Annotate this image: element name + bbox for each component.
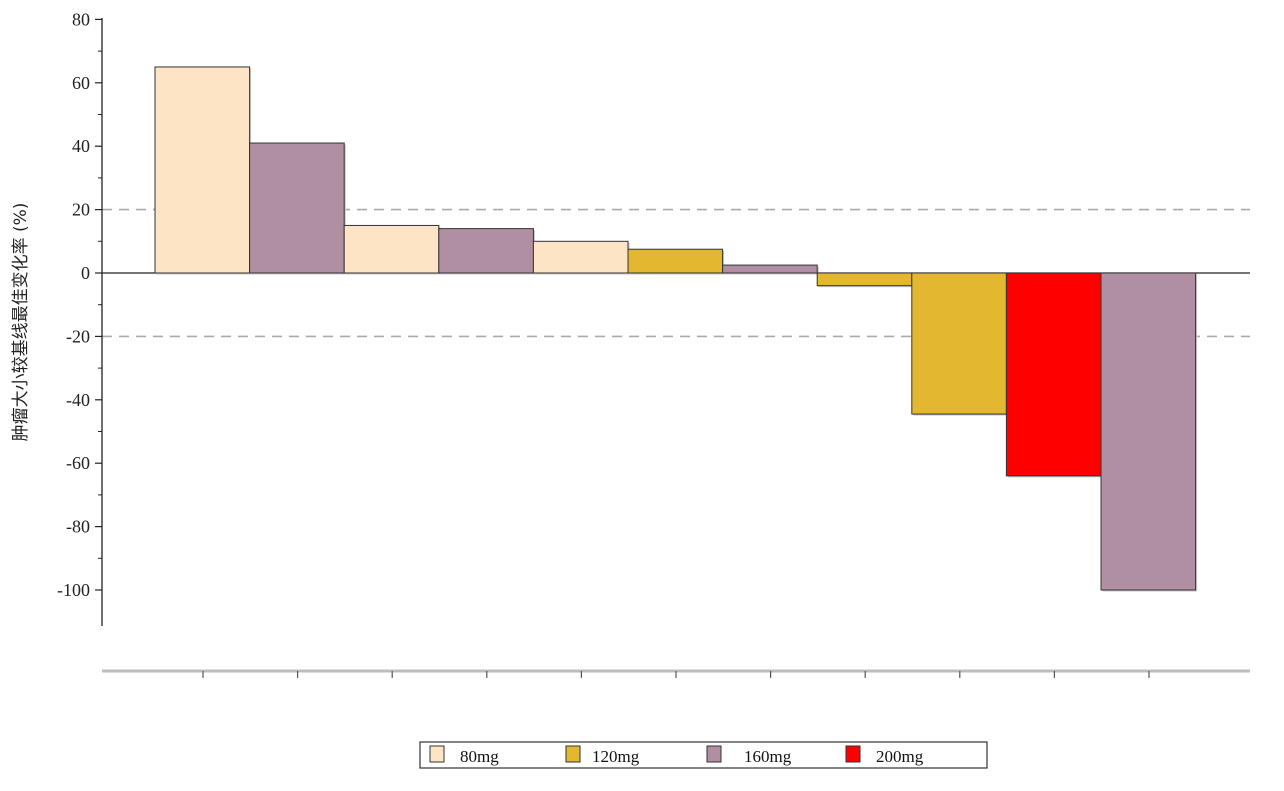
legend-swatch bbox=[565, 745, 581, 763]
bar bbox=[722, 264, 818, 274]
legend-swatch bbox=[706, 745, 722, 763]
bar bbox=[343, 224, 440, 274]
bar bbox=[438, 228, 534, 274]
y-tick-label: -40 bbox=[66, 390, 90, 410]
x-axis bbox=[102, 669, 1250, 678]
bar bbox=[1005, 272, 1102, 477]
legend-swatch bbox=[845, 745, 861, 763]
y-axis-label: 肿瘤大小较基线最佳变化率 (%) bbox=[11, 203, 31, 442]
y-tick-label: -20 bbox=[66, 326, 90, 346]
y-axis: 80 60 40 20 0 -20 -40 -60 -80 -100 bbox=[57, 9, 103, 626]
legend-swatch bbox=[429, 745, 445, 763]
bar bbox=[532, 240, 629, 274]
bar bbox=[249, 142, 345, 274]
y-tick-label: 20 bbox=[72, 200, 90, 220]
y-tick-label: 0 bbox=[81, 263, 90, 283]
y-tick-label: -100 bbox=[57, 580, 90, 600]
y-tick-label: 80 bbox=[72, 9, 90, 29]
bar bbox=[911, 272, 1007, 415]
y-tick-label: 40 bbox=[72, 136, 90, 156]
legend-label: 80mg bbox=[460, 747, 499, 766]
bar bbox=[1100, 272, 1197, 591]
legend-label: 160mg bbox=[744, 747, 792, 766]
legend-label: 120mg bbox=[592, 747, 640, 766]
legend: 80mg 120mg 160mg 200mg bbox=[419, 741, 988, 769]
y-tick-label: -80 bbox=[66, 517, 90, 537]
bars bbox=[154, 66, 1198, 592]
legend-label: 200mg bbox=[876, 747, 924, 766]
bar bbox=[816, 272, 913, 287]
bar bbox=[154, 66, 251, 274]
y-tick-label: -60 bbox=[66, 453, 90, 473]
legend-box bbox=[419, 741, 988, 769]
y-tick-label: 60 bbox=[72, 73, 90, 93]
bar bbox=[627, 248, 724, 274]
